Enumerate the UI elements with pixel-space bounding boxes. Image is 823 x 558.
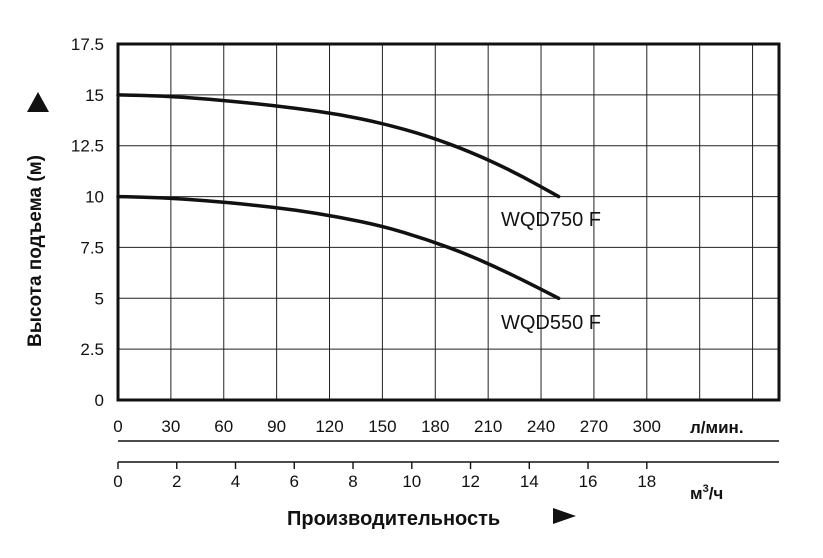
y-tick-label: 17.5: [71, 35, 104, 54]
x-tick-label-primary: 150: [368, 417, 396, 436]
gridlines: [118, 44, 779, 400]
x-tick-label-secondary: 0: [113, 472, 122, 491]
y-tick-label: 7.5: [80, 238, 104, 257]
x-tick-label-primary: 180: [421, 417, 449, 436]
x-tick-label-secondary: 8: [348, 472, 357, 491]
y-tick-label: 2.5: [80, 340, 104, 359]
y-tick-label: 10: [85, 188, 104, 207]
x-tick-label-primary: 30: [161, 417, 180, 436]
y-axis-arrow-icon: [27, 92, 49, 112]
x-unit-secondary: м3/ч: [690, 483, 723, 503]
x-axis-arrow-icon: [553, 508, 576, 524]
x-tick-label-secondary: 18: [637, 472, 656, 491]
series-label-wqd750f: WQD750 F: [501, 209, 601, 231]
x-tick-labels-primary: 0 30 60 90 120 150 180 210 240 270 300: [113, 417, 661, 436]
x-tick-label-primary: 240: [527, 417, 555, 436]
curves: [116, 93, 561, 301]
x-tick-label-primary: 60: [214, 417, 233, 436]
x-tick-label-primary: 210: [474, 417, 502, 436]
x-tick-label-secondary: 16: [579, 472, 598, 491]
x-tick-label-primary: 270: [580, 417, 608, 436]
y-tick-label: 15: [85, 86, 104, 105]
series-label-wqd550f: WQD550 F: [501, 312, 601, 334]
x-tick-label-secondary: 4: [231, 472, 240, 491]
plot-frame: [116, 42, 781, 402]
x-tick-label-secondary: 10: [402, 472, 421, 491]
x-tick-label-primary: 90: [267, 417, 286, 436]
y-tick-label: 5: [95, 289, 104, 308]
x-tick-label-primary: 0: [113, 417, 122, 436]
x-tick-label-primary: 120: [315, 417, 343, 436]
y-tick-label: 0: [95, 391, 104, 410]
x-tick-labels-secondary: 0 2 4 6 8 10 12 14 16 18: [113, 472, 656, 491]
x-tick-label-secondary: 2: [172, 472, 181, 491]
x-tick-label-secondary: 14: [520, 472, 539, 491]
x-tick-label-secondary: 12: [461, 472, 480, 491]
y-tick-label: 12.5: [71, 137, 104, 156]
y-tick-labels: 0 2.5 5 7.5 10 12.5 15 17.5: [71, 35, 104, 410]
x-tick-label-secondary: 6: [290, 472, 299, 491]
x-axis-title: Производительность: [287, 508, 500, 530]
secondary-axis-ticks: [117, 462, 648, 469]
series-curve-wqd750f: [116, 93, 561, 199]
series-curve-wqd550f: [116, 194, 561, 301]
x-unit-primary: л/мин.: [690, 418, 744, 437]
y-axis-title: Высота подъема (м): [25, 155, 46, 347]
x-tick-label-primary: 300: [633, 417, 661, 436]
